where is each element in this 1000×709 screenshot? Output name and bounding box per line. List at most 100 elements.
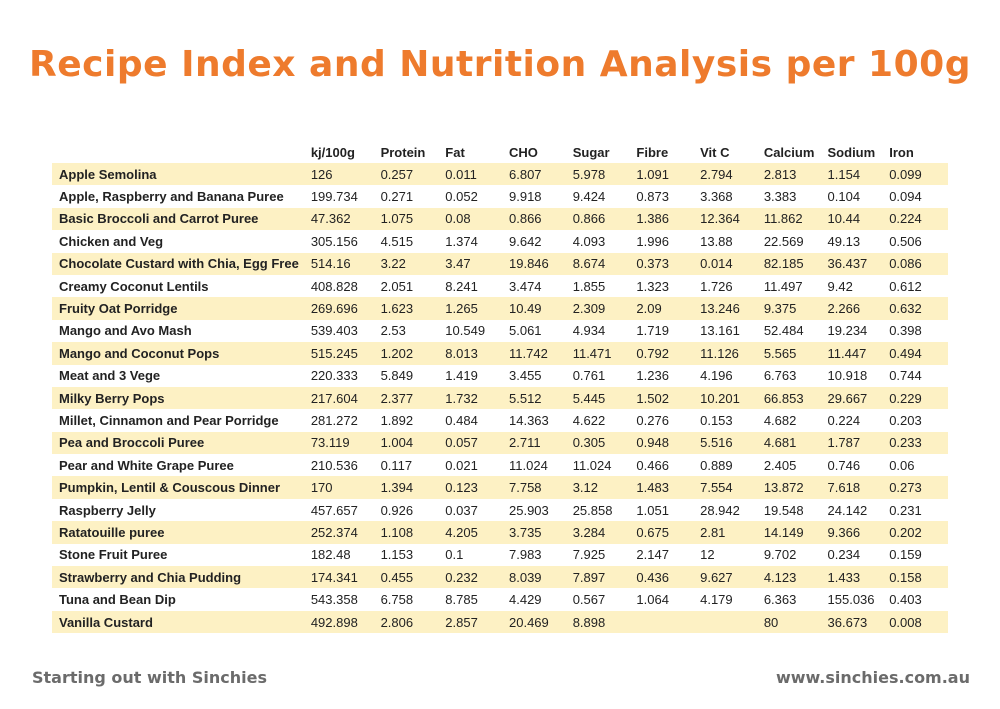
recipe-name-cell: Apple Semolina (52, 163, 305, 186)
nutrition-value-cell (694, 610, 758, 634)
nutrition-value-cell: 0.011 (439, 163, 503, 186)
nutrition-value-cell: 1.091 (630, 163, 695, 186)
recipe-name-cell: Basic Broccoli and Carrot Puree (52, 207, 305, 231)
nutrition-value-cell: 1.732 (439, 386, 503, 410)
nutrition-value-cell: 0.276 (630, 409, 695, 432)
recipe-name-cell: Mango and Avo Mash (52, 319, 305, 343)
column-header-fat: Fat (445, 144, 465, 160)
nutrition-value-cell: 3.12 (566, 476, 631, 499)
nutrition-value-cell: 82.185 (757, 252, 822, 275)
nutrition-value-cell: 0.159 (883, 543, 948, 567)
nutrition-value-cell: 0.099 (883, 163, 948, 186)
nutrition-value-cell: 4.934 (566, 319, 631, 343)
nutrition-value-cell: 1.154 (821, 163, 884, 186)
nutrition-value-cell: 5.061 (503, 319, 567, 343)
nutrition-value-cell: 11.024 (566, 454, 631, 477)
nutrition-value-cell: 10.918 (821, 364, 884, 387)
nutrition-value-cell: 5.978 (566, 163, 631, 186)
nutrition-value-cell: 1.374 (439, 230, 503, 253)
column-header-vit-c: Vit C (700, 144, 730, 160)
nutrition-value-cell: 25.858 (566, 498, 631, 522)
nutrition-value-cell: 408.828 (304, 274, 375, 298)
nutrition-value-cell: 0.234 (821, 543, 884, 567)
nutrition-value-cell: 2.857 (439, 610, 503, 634)
nutrition-value-cell: 2.051 (374, 274, 440, 298)
nutrition-value-cell: 7.925 (566, 543, 631, 567)
column-header-kj-100g: kj/100g (310, 144, 355, 160)
nutrition-value-cell: 14.149 (757, 521, 822, 544)
nutrition-value-cell: 1.386 (630, 207, 695, 231)
nutrition-value-cell: 4.205 (439, 521, 503, 544)
table-row: Mango and Avo Mash 539.403 2.53 10.549 5.061… (52, 319, 948, 343)
nutrition-value-cell: 9.375 (757, 297, 822, 320)
nutrition-value-cell: 0.008 (883, 610, 948, 634)
nutrition-value-cell: 0.086 (883, 252, 948, 275)
nutrition-value-cell: 20.469 (503, 610, 567, 634)
nutrition-value-cell: 13.246 (694, 297, 758, 320)
nutrition-value-cell: 2.266 (821, 297, 884, 320)
recipe-name-cell: Millet, Cinnamon and Pear Porridge (52, 409, 305, 432)
nutrition-value-cell: 19.846 (503, 252, 567, 275)
nutrition-value-cell: 1.623 (374, 297, 440, 320)
table-header-row: kj/100g Protein Fat CHO Sugar Fibre Vit C Calci… (52, 141, 948, 163)
table-row: Raspberry Jelly 457.657 0.926 0.037 25.903 25… (52, 498, 948, 522)
footer-tagline: Starting out with Sinchies (32, 668, 268, 687)
table-row: Chocolate Custard with Chia, Egg Free 514… (52, 252, 948, 275)
table-row: Millet, Cinnamon and Pear Porridge 281.27… (52, 409, 948, 432)
recipe-name-cell: Chocolate Custard with Chia, Egg Free (52, 252, 305, 275)
footer-website-link[interactable]: www.sinchies.com.au (775, 668, 970, 687)
nutrition-value-cell: 5.512 (503, 386, 567, 410)
nutrition-value-cell: 11.447 (821, 342, 884, 365)
table-row: Pumpkin, Lentil & Couscous Dinner 170 1.39… (52, 476, 948, 499)
nutrition-value-cell: 8.785 (439, 588, 503, 611)
nutrition-value-cell: 10.549 (439, 319, 503, 343)
nutrition-value-cell: 543.358 (304, 588, 375, 611)
nutrition-value-cell: 1.004 (374, 431, 440, 455)
nutrition-value-cell: 0.224 (883, 207, 948, 231)
table-row: Stone Fruit Puree 182.48 1.153 0.1 7.983 7.92… (52, 543, 948, 567)
nutrition-value-cell: 0.873 (630, 185, 695, 208)
nutrition-value-cell: 4.429 (503, 588, 567, 611)
nutrition-value-cell: 0.021 (439, 454, 503, 477)
nutrition-value-cell: 13.872 (757, 476, 822, 499)
nutrition-value-cell: 3.22 (374, 252, 440, 275)
nutrition-value-cell: 0.158 (883, 566, 948, 589)
recipe-name-cell: Strawberry and Chia Pudding (52, 566, 305, 589)
nutrition-value-cell: 1.787 (821, 431, 884, 455)
nutrition-value-cell: 6.363 (757, 588, 822, 611)
nutrition-value-cell: 0.273 (883, 476, 948, 499)
nutrition-value-cell: 1.394 (374, 476, 440, 499)
nutrition-value-cell: 7.758 (503, 476, 567, 499)
nutrition-value-cell: 0.014 (694, 252, 758, 275)
recipe-name-cell: Vanilla Custard (52, 610, 305, 634)
nutrition-value-cell: 515.245 (304, 342, 375, 365)
nutrition-value-cell: 73.119 (304, 431, 375, 455)
column-header-calcium: Calcium (763, 144, 815, 160)
nutrition-value-cell: 1.419 (439, 364, 503, 387)
nutrition-value-cell: 1.892 (374, 409, 440, 432)
nutrition-value-cell: 0.567 (566, 588, 631, 611)
nutrition-value-cell: 0.436 (630, 566, 695, 589)
nutrition-value-cell: 281.272 (304, 409, 375, 432)
nutrition-value-cell: 1.064 (630, 588, 695, 611)
recipe-name-cell: Apple, Raspberry and Banana Puree (52, 185, 305, 208)
nutrition-value-cell: 0.229 (883, 386, 948, 410)
nutrition-value-cell: 11.862 (757, 207, 822, 231)
recipe-name-cell: Chicken and Veg (52, 230, 305, 253)
nutrition-value-cell: 0.889 (694, 454, 758, 477)
nutrition-value-cell: 4.196 (694, 364, 758, 387)
nutrition-value-cell: 12 (694, 543, 758, 567)
table-row: Mango and Coconut Pops 515.245 1.202 8.013 1… (52, 342, 948, 365)
nutrition-value-cell: 0.203 (883, 409, 948, 432)
nutrition-value-cell: 8.241 (439, 274, 503, 298)
nutrition-value-cell: 11.126 (694, 342, 758, 365)
table-row: Apple Semolina 126 0.257 0.011 6.807 5.978 1.0… (52, 163, 948, 186)
nutrition-value-cell: 0.948 (630, 431, 695, 455)
nutrition-value-cell: 252.374 (304, 521, 375, 544)
recipe-name-cell: Mango and Coconut Pops (52, 342, 305, 365)
nutrition-value-cell: 24.142 (821, 498, 884, 522)
nutrition-value-cell: 0.233 (883, 431, 948, 455)
nutrition-value-cell: 155.036 (821, 588, 884, 611)
nutrition-value-cell: 7.897 (566, 566, 631, 589)
nutrition-value-cell: 0.675 (630, 521, 695, 544)
